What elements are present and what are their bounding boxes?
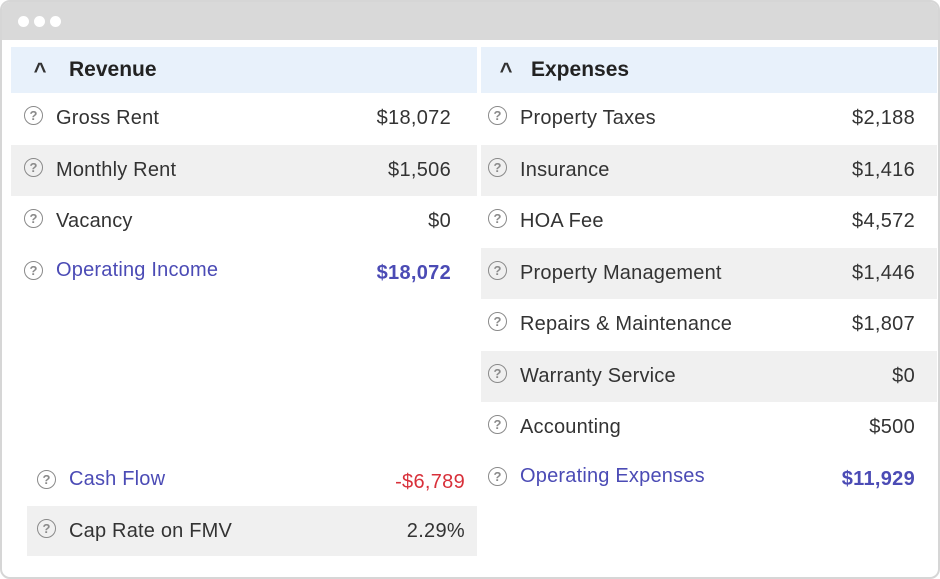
row-value: $1,446	[852, 261, 915, 284]
chevron-up-icon[interactable]: ^	[33, 58, 47, 83]
expenses-panel: ^ Expenses ? Property Taxes $2,188 ? Ins…	[481, 47, 937, 505]
cap-rate-row: ? Cap Rate on FMV 2.29%	[27, 506, 477, 556]
expense-row-insurance: ? Insurance $1,416	[481, 144, 937, 196]
row-label: Warranty Service	[520, 364, 676, 387]
row-value: $1,506	[388, 158, 451, 181]
revenue-header[interactable]: ^ Revenue	[11, 47, 477, 93]
row-value: $0	[428, 210, 451, 233]
row-label: Gross Rent	[56, 107, 160, 130]
operating-income-row: ? Operating Income $18,072	[11, 248, 477, 300]
cap-rate-value: 2.29%	[406, 519, 465, 542]
cash-flow-label: Cash Flow	[69, 467, 166, 490]
cash-flow-row: ? Cash Flow -$6,789	[27, 458, 477, 506]
expenses-header[interactable]: ^ Expenses	[481, 47, 937, 93]
window-control-dot[interactable]	[50, 16, 61, 27]
summary-panel: ? Cash Flow -$6,789 ? Cap Rate on FMV 2.…	[27, 458, 477, 556]
help-icon[interactable]: ?	[37, 518, 56, 538]
row-value: $500	[869, 416, 915, 439]
help-icon[interactable]: ?	[488, 209, 507, 229]
operating-expenses-value: $11,929	[841, 467, 915, 490]
row-label: Insurance	[520, 158, 610, 181]
revenue-row-monthly-rent: ? Monthly Rent $1,506	[11, 144, 477, 196]
row-label: HOA Fee	[520, 210, 604, 233]
help-icon[interactable]: ?	[488, 260, 507, 280]
operating-income-label: Operating Income	[56, 258, 219, 281]
help-icon[interactable]: ?	[488, 106, 507, 126]
row-value: $1,416	[852, 158, 915, 181]
row-value: $18,072	[376, 107, 451, 130]
row-value: $0	[892, 364, 915, 387]
help-icon[interactable]: ?	[488, 466, 507, 486]
row-value: $4,572	[852, 210, 915, 233]
revenue-row-gross-rent: ? Gross Rent $18,072	[11, 93, 477, 145]
revenue-panel: ^ Revenue ? Gross Rent $18,072 ? Monthly…	[11, 47, 477, 299]
operating-income-value: $18,072	[376, 261, 451, 284]
expense-row-accounting: ? Accounting $500	[481, 402, 937, 454]
operating-expenses-label: Operating Expenses	[520, 464, 705, 487]
expense-row-warranty-service: ? Warranty Service $0	[481, 350, 937, 402]
expense-row-property-taxes: ? Property Taxes $2,188	[481, 93, 937, 145]
expenses-title: Expenses	[531, 58, 630, 81]
window-control-dot[interactable]	[18, 16, 29, 27]
help-icon[interactable]: ?	[24, 260, 43, 280]
help-icon[interactable]: ?	[37, 469, 56, 489]
chevron-up-icon[interactable]: ^	[499, 58, 513, 83]
expense-row-property-management: ? Property Management $1,446	[481, 247, 937, 299]
revenue-row-vacancy: ? Vacancy $0	[11, 196, 477, 248]
revenue-title: Revenue	[69, 58, 157, 81]
help-icon[interactable]: ?	[24, 106, 43, 126]
help-icon[interactable]: ?	[488, 415, 507, 435]
operating-expenses-row: ? Operating Expenses $11,929	[481, 454, 937, 506]
window-control-dot[interactable]	[34, 16, 45, 27]
cash-flow-value: -$6,789	[395, 470, 465, 493]
row-value: $2,188	[852, 107, 915, 130]
expense-row-repairs-maintenance: ? Repairs & Maintenance $1,807	[481, 299, 937, 351]
row-label: Property Taxes	[520, 107, 656, 130]
expense-row-hoa-fee: ? HOA Fee $4,572	[481, 196, 937, 248]
title-bar	[2, 2, 938, 40]
help-icon[interactable]: ?	[488, 312, 507, 332]
row-label: Vacancy	[56, 210, 133, 233]
row-label: Monthly Rent	[56, 158, 177, 181]
help-icon[interactable]: ?	[24, 209, 43, 229]
help-icon[interactable]: ?	[24, 157, 43, 177]
help-icon[interactable]: ?	[488, 363, 507, 383]
row-label: Accounting	[520, 416, 621, 439]
help-icon[interactable]: ?	[488, 157, 507, 177]
row-label: Property Management	[520, 261, 722, 284]
row-value: $1,807	[852, 313, 915, 336]
row-label: Repairs & Maintenance	[520, 313, 733, 336]
cap-rate-label: Cap Rate on FMV	[69, 519, 233, 542]
